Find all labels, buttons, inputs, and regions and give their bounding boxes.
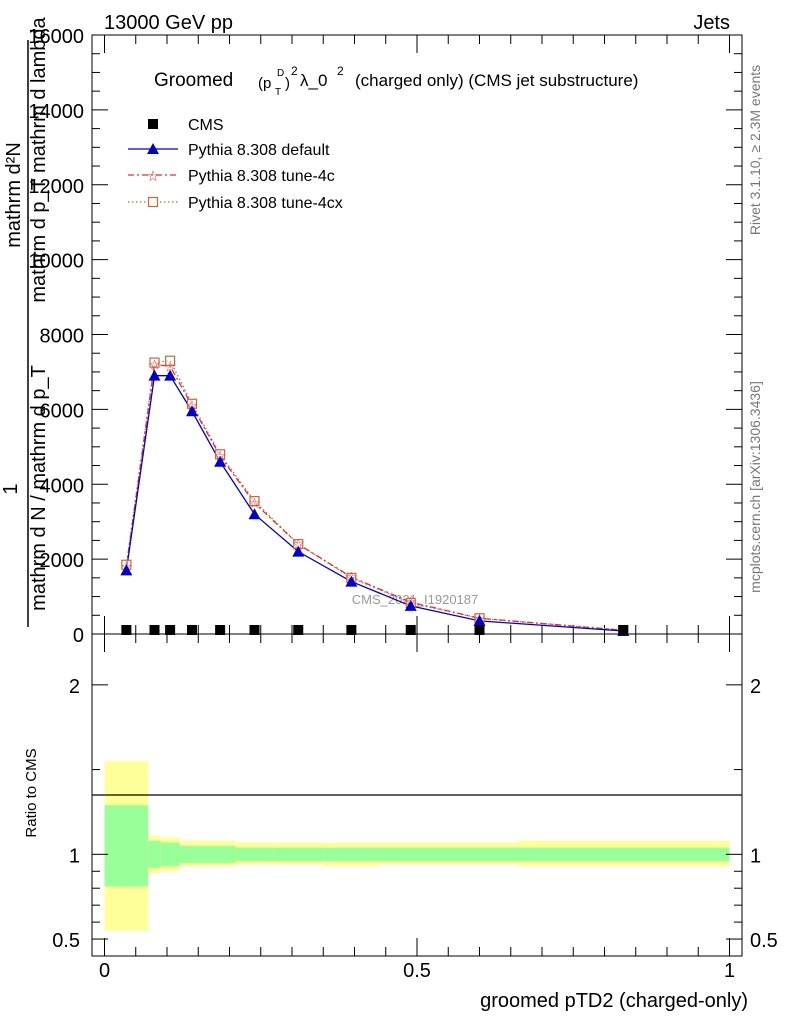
plot-title: Groomed (p D T ) 2 λ_0 2 (charged only) … <box>154 64 638 98</box>
series-line-tune-4c <box>125 363 624 631</box>
y-label-prefix: 1 <box>0 483 22 494</box>
title-pt-close: ) <box>285 75 290 92</box>
y-tick-label: 14000 <box>28 101 84 123</box>
ratio-band-inner <box>379 847 442 862</box>
title-pt: (p <box>258 75 271 92</box>
header-right: Jets <box>693 12 730 34</box>
data-point-cms <box>474 625 485 635</box>
title-exp: 2 <box>291 64 298 78</box>
ratio-y-tick-label-right: 0.5 <box>750 930 778 952</box>
data-point-cms <box>165 625 176 635</box>
legend-label-tune-4c: Pythia 8.308 tune-4c <box>188 168 335 185</box>
data-point-tune-4cx <box>149 357 160 368</box>
y-label-mid: mathrm d N / mathrm d p_T <box>28 365 50 611</box>
ratio-band-inner <box>179 845 205 863</box>
title-lambda-exp: 2 <box>337 64 344 78</box>
title-lambda: λ_0 <box>300 71 327 90</box>
ratio-uncertainty-bands <box>104 761 730 931</box>
title-prefix: Groomed <box>154 70 233 91</box>
y-tick-label: 8000 <box>40 326 85 348</box>
data-point-tune-4c: ☆ <box>164 358 177 374</box>
ratio-y-tick-label-right: 2 <box>750 676 761 698</box>
legend-marker-cms <box>148 119 158 129</box>
data-point-cms <box>249 625 260 635</box>
data-point-default <box>164 369 177 381</box>
data-point-default <box>292 545 305 557</box>
series-line-tune-4cx <box>125 360 624 631</box>
data-point-cms <box>346 625 357 635</box>
legend-label-tune-4cx: Pythia 8.308 tune-4cx <box>188 195 343 212</box>
ratio-y-tick-label: 1 <box>69 845 80 867</box>
y-tick-label: 12000 <box>28 176 84 198</box>
ratio-y-tick-label: 2 <box>69 676 80 698</box>
title-pt-sub: T <box>275 87 281 98</box>
title-suffix: (charged only) (CMS jet substructure) <box>355 71 638 90</box>
ratio-y-axis-ticks: 0.5 0.5 1 1 2 2 <box>52 676 778 952</box>
ratio-y-tick-label-right: 1 <box>750 845 761 867</box>
data-point-default <box>473 614 486 626</box>
y-label-den: mathrm d p_T mathrm d lambda <box>28 16 50 302</box>
y-axis-label-main: mathrm d²N mathrm d p_T mathrm d lambda … <box>0 16 50 627</box>
data-point-default <box>404 599 417 611</box>
title-pt-sup: D <box>277 68 284 79</box>
data-point-default <box>214 455 227 467</box>
x-tick-label: 0 <box>99 960 110 982</box>
data-point-cms <box>618 625 629 635</box>
legend-marker-tune-4c: ☆ <box>146 168 159 185</box>
ratio-band-inner <box>273 847 324 862</box>
data-point-cms <box>121 625 132 635</box>
data-point-cms <box>149 625 160 635</box>
y-label-num: mathrm d²N <box>3 142 25 248</box>
ratio-band-inner <box>204 845 236 863</box>
ratio-band-inner <box>148 840 161 868</box>
data-point-tune-4cx <box>249 495 260 507</box>
data-point-cms <box>405 625 416 635</box>
ratio-band-inner <box>160 842 180 867</box>
legend-marker-tune-4cx <box>147 196 159 208</box>
data-point-default <box>120 564 133 576</box>
ratio-band-inner <box>104 805 149 887</box>
x-axis-label: groomed pTD2 (charged-only) <box>480 990 748 1012</box>
legend-label-cms: CMS <box>188 117 224 134</box>
header-left: 13000 GeV pp <box>104 12 233 34</box>
y-tick-label: 0 <box>73 625 84 647</box>
y-tick-label: 2000 <box>40 550 85 572</box>
data-point-default <box>186 405 198 417</box>
data-point-cms <box>215 625 226 635</box>
legend-label-default: Pythia 8.308 default <box>188 142 330 159</box>
y-tick-label: 16000 <box>28 26 84 48</box>
data-point-default <box>345 575 358 587</box>
legend: CMS Pythia 8.308 default ☆ Pythia 8.308 … <box>128 117 343 212</box>
ratio-band-inner <box>517 847 730 862</box>
y-tick-label: 6000 <box>40 400 85 422</box>
data-point-tune-4c: ☆ <box>148 356 161 372</box>
ratio-band-inner <box>235 847 274 862</box>
data-point-cms <box>187 625 197 635</box>
data-point-tune-4c: ☆ <box>248 495 261 511</box>
side-label-bottom: mcplots.cern.ch [arXiv:1306.3436] <box>747 381 763 593</box>
data-point-default <box>148 369 161 381</box>
y-tick-label: 4000 <box>40 475 85 497</box>
legend-marker-default <box>147 143 159 154</box>
data-point-tune-4cx <box>165 355 176 366</box>
ratio-band-inner <box>323 847 380 862</box>
side-label-top: Rivet 3.1.10, ≥ 2.3M events <box>747 65 763 235</box>
y-tick-label: 10000 <box>28 251 84 273</box>
y-axis-label-ratio: Ratio to CMS <box>23 748 40 837</box>
x-tick-label: 0.5 <box>403 960 431 982</box>
data-point-default <box>248 508 261 520</box>
data-point-cms <box>293 625 304 635</box>
main-y-axis-ticks: 0 2000 4000 6000 8000 10000 12000 14000 16000 <box>28 26 742 647</box>
series-layer: ☆☆☆☆☆☆☆☆☆☆☆ <box>120 355 630 638</box>
x-tick-label: 1 <box>724 960 735 982</box>
ratio-y-tick-label: 0.5 <box>52 930 80 952</box>
data-point-tune-4c: ☆ <box>292 536 305 552</box>
ratio-band-inner <box>442 847 517 862</box>
